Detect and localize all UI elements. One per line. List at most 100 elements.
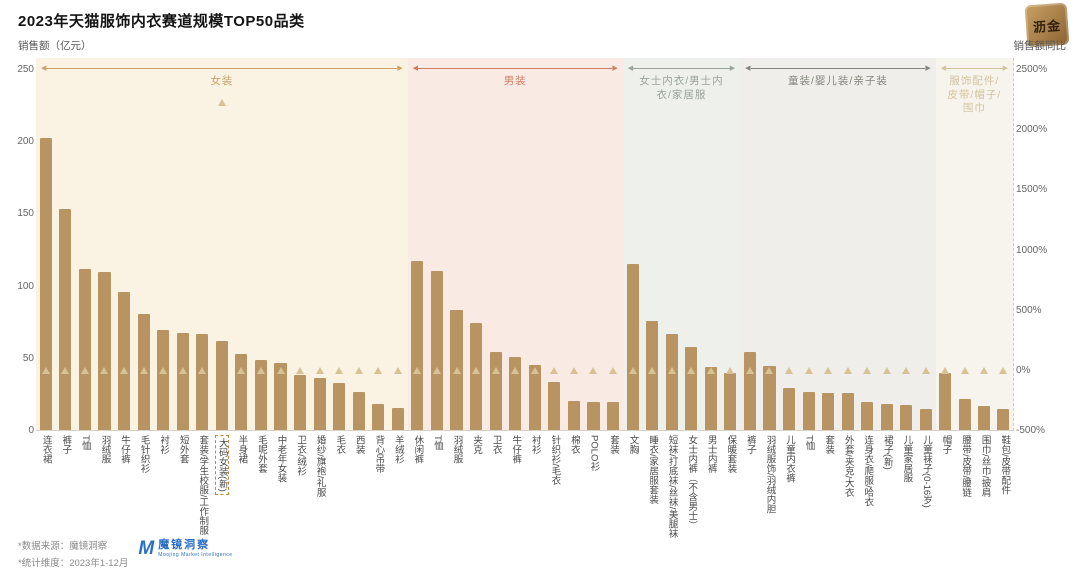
yoy-triangle-marker (276, 366, 285, 374)
yoy-triangle-marker (706, 366, 715, 374)
yoy-triangle-marker (217, 98, 226, 106)
x-axis-label: T恤 (431, 435, 443, 451)
bar-slot (486, 58, 506, 431)
x-axis-label: 羽绒服 (451, 435, 463, 464)
sales-bar (880, 403, 893, 431)
y-axis-tick-left: 200 (17, 136, 34, 148)
chart-section-0: ◀ ▶ 女装 连衣裙 裤子 T恤 羽绒服 牛仔裤 毛针织衫 衬衫 短外套 套装/学生校服/工作制服 大码… (36, 58, 408, 563)
bar-slot (349, 58, 369, 431)
x-axis-label: 套装 (608, 435, 620, 454)
x-axis-label: 短袜/打底袜/丝袜/美腿袜 (666, 435, 678, 538)
y-axis-left: 250 200 150 100 50 0 (8, 0, 34, 586)
x-axis-label: 帽子 (940, 435, 952, 454)
x-axis-label: 衬衫 (158, 435, 170, 454)
bar-slot (799, 58, 819, 431)
sales-bar (411, 260, 424, 431)
bar-slot (427, 58, 447, 431)
bar-slot (545, 58, 565, 431)
y-axis-tick-left: 0 (28, 425, 34, 436)
sales-bar (782, 387, 796, 431)
x-axis-label: 女士内裤（不含男士） (686, 435, 698, 530)
chart-section-1: ◀ ▶ 男装 休闲裤 T恤 羽绒服 夹克 卫衣 牛仔裤 衬衫 针织衫/毛衣 棉衣 POLO衫 套装 (407, 58, 623, 563)
sales-bar (704, 367, 717, 431)
yoy-triangle-marker (902, 366, 911, 374)
bar-slot (662, 58, 682, 431)
bar-slot (564, 58, 584, 431)
bar-slot (447, 58, 467, 431)
x-axis-label: 儿童家居服 (901, 435, 913, 483)
yoy-triangle-marker (765, 366, 774, 374)
bar-slot (877, 58, 897, 431)
x-axis-label: 羊绒衫 (392, 435, 404, 464)
chart-section-2: ◀ ▶ 女士内衣/男士内衣/家居服 文胸 睡衣/家居服套装 短袜/打底袜/丝袜/美腿袜 女士… (622, 58, 741, 563)
section-label: 女装 (210, 75, 234, 87)
y-axis-tick-left: 150 (17, 208, 34, 220)
sales-bar (157, 329, 170, 431)
yoy-triangle-marker (452, 366, 461, 374)
sales-bar (841, 393, 854, 431)
yoy-triangle-marker (354, 366, 363, 374)
yoy-triangle-marker (550, 366, 559, 374)
section-label: 服饰配件/皮带/帽子/围巾 (947, 75, 1002, 115)
x-axis-label: 棉衣 (568, 435, 580, 454)
arrow-right-icon: ▶ (925, 65, 931, 72)
y-axis-tick-right: 0% (1016, 364, 1031, 376)
bar-slot (290, 58, 310, 431)
sales-bar (528, 364, 541, 431)
arrow-right-icon: ▶ (1002, 65, 1008, 72)
footer: *数据来源：魔镜洞察 *统计维度：2023年1-12月 M 魔镜洞察 Mooji… (18, 538, 233, 569)
yoy-triangle-marker (863, 366, 872, 374)
x-axis-label: 外套/夹克/大衣 (842, 435, 854, 498)
sales-bar (274, 363, 287, 431)
arrow-left-icon: ◀ (745, 65, 751, 72)
arrow-left-icon: ◀ (627, 65, 634, 72)
bar-slot (740, 58, 760, 431)
sales-bar (606, 402, 620, 431)
y-axis-tick-right: 2000% (1016, 124, 1048, 136)
x-axis-label: 背心吊带 (373, 435, 385, 473)
arrow-right-icon: ▶ (612, 65, 618, 72)
section-header: ◀ ▶ 童装/婴儿装/亲子装 (745, 65, 931, 89)
yoy-triangle-marker (315, 366, 324, 374)
x-axis-label: 婚纱/旗袍/礼服 (314, 435, 326, 498)
yoy-triangle-marker (139, 366, 148, 374)
yoy-triangle-marker (941, 366, 950, 374)
bar-slot (721, 58, 741, 431)
footnote-source: *数据来源：魔镜洞察 (18, 541, 108, 552)
sales-bar (78, 269, 91, 431)
yoy-triangle-marker (785, 366, 794, 374)
bar-slot (974, 58, 993, 431)
bar-slot (56, 58, 76, 431)
footnote-dimension: *统计维度：2023年1-12月 (18, 558, 129, 569)
bar-slot (994, 58, 1013, 431)
bar-slot (369, 58, 389, 431)
bar-slot (603, 58, 623, 431)
bar-slot (271, 58, 291, 431)
arrow-left-icon: ◀ (41, 65, 47, 72)
x-axis-label: 裤子 (744, 435, 756, 454)
yoy-triangle-marker (960, 366, 969, 374)
sales-bar (626, 263, 639, 431)
bar-slot (466, 58, 486, 431)
x-axis-label: 套装 (823, 435, 835, 454)
sales-bar (215, 341, 228, 431)
yoy-triangle-marker (393, 366, 402, 374)
x-axis-label: 儿童袜子(0-16岁) (920, 435, 932, 508)
x-axis-label: 夹克 (471, 435, 483, 454)
x-axis-label: POLO衫 (588, 435, 600, 471)
bar-slot (212, 58, 232, 431)
sales-bar (372, 403, 385, 431)
y-axis-tick-left: 50 (22, 352, 34, 364)
x-axis-label: T恤 (79, 435, 91, 451)
x-axis-label: 衬衫 (529, 435, 541, 454)
sales-bar (254, 360, 268, 431)
sales-bar (743, 351, 756, 431)
bar-slot (818, 58, 838, 431)
moojing-logo-text: 魔镜洞察 (158, 539, 211, 552)
y-axis-tick-right: 2500% (1016, 64, 1048, 75)
footnotes: *数据来源：魔镜洞察 *统计维度：2023年1-12月 (18, 538, 128, 569)
bar-slot (505, 58, 525, 431)
yoy-triangle-marker (804, 366, 813, 374)
bar-slot (584, 58, 604, 431)
sales-bar (117, 292, 131, 431)
